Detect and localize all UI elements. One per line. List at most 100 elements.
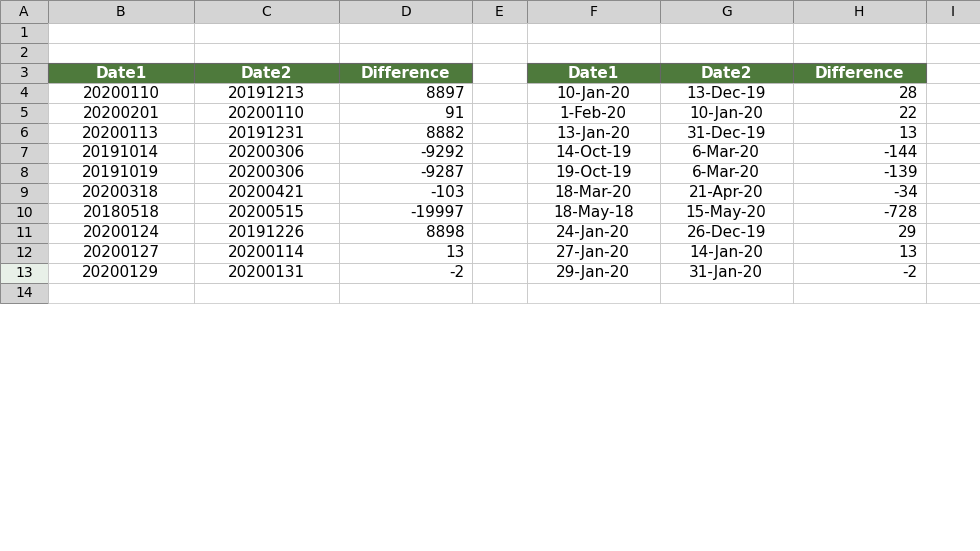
Bar xyxy=(660,83,793,103)
Text: 15-May-20: 15-May-20 xyxy=(686,206,766,220)
Text: 20191213: 20191213 xyxy=(228,85,305,100)
Text: 12: 12 xyxy=(16,246,33,260)
Text: 6-Mar-20: 6-Mar-20 xyxy=(692,165,760,181)
Bar xyxy=(472,123,526,143)
Text: 1: 1 xyxy=(20,26,28,40)
Bar xyxy=(925,163,980,183)
Text: H: H xyxy=(854,4,864,19)
Bar xyxy=(48,283,194,303)
Bar xyxy=(0,183,48,203)
Bar xyxy=(526,103,660,123)
Bar xyxy=(925,0,980,23)
Bar xyxy=(194,103,339,123)
Bar xyxy=(925,123,980,143)
Bar xyxy=(526,163,660,183)
Bar xyxy=(0,83,48,103)
Text: -728: -728 xyxy=(883,206,917,220)
Bar xyxy=(660,163,793,183)
Text: 20191019: 20191019 xyxy=(82,165,160,181)
Bar xyxy=(194,103,339,123)
Text: Date2: Date2 xyxy=(701,66,752,80)
Text: 31-Dec-19: 31-Dec-19 xyxy=(686,126,766,141)
Bar xyxy=(0,223,48,243)
Text: -144: -144 xyxy=(883,145,917,160)
Bar xyxy=(194,0,339,23)
Text: 22: 22 xyxy=(899,105,917,121)
Bar xyxy=(472,83,526,103)
Bar xyxy=(472,243,526,263)
Text: 20200318: 20200318 xyxy=(82,186,160,201)
Bar xyxy=(339,103,472,123)
Bar xyxy=(925,143,980,163)
Text: 26-Dec-19: 26-Dec-19 xyxy=(686,225,766,240)
Bar xyxy=(48,63,194,83)
Bar xyxy=(472,223,526,243)
Bar xyxy=(339,123,472,143)
Text: 6: 6 xyxy=(20,126,28,140)
Bar xyxy=(339,63,472,83)
Text: 10-Jan-20: 10-Jan-20 xyxy=(689,105,763,121)
Bar xyxy=(48,83,194,103)
Bar xyxy=(194,163,339,183)
Bar xyxy=(925,203,980,223)
Bar xyxy=(339,23,472,43)
Bar xyxy=(793,63,925,83)
Bar xyxy=(194,43,339,63)
Bar xyxy=(526,283,660,303)
Text: 14: 14 xyxy=(16,286,33,300)
Text: -139: -139 xyxy=(883,165,917,181)
Bar xyxy=(925,43,980,63)
Bar xyxy=(0,243,48,263)
Bar xyxy=(925,183,980,203)
Bar xyxy=(48,263,194,283)
Bar xyxy=(925,223,980,243)
Bar xyxy=(339,143,472,163)
Bar xyxy=(48,243,194,263)
Bar xyxy=(793,263,925,283)
Text: CHANGE DATE IN ANY FORMAT: CHANGE DATE IN ANY FORMAT xyxy=(39,386,980,440)
Bar xyxy=(48,203,194,223)
Bar xyxy=(0,203,48,223)
Bar xyxy=(339,223,472,243)
Bar xyxy=(526,243,660,263)
Bar xyxy=(0,123,48,143)
Text: 20200421: 20200421 xyxy=(228,186,305,201)
Text: 20191226: 20191226 xyxy=(228,225,305,240)
Bar xyxy=(526,143,660,163)
Bar xyxy=(48,223,194,243)
Text: 20200127: 20200127 xyxy=(82,245,160,261)
Bar xyxy=(526,223,660,243)
Text: 28: 28 xyxy=(899,85,917,100)
Text: 20191231: 20191231 xyxy=(228,126,305,141)
Bar xyxy=(526,203,660,223)
Bar xyxy=(472,283,526,303)
Text: 18-Mar-20: 18-Mar-20 xyxy=(555,186,632,201)
Bar xyxy=(526,223,660,243)
Bar xyxy=(339,183,472,203)
Bar xyxy=(48,183,194,203)
Bar xyxy=(0,143,48,163)
Bar xyxy=(526,263,660,283)
Bar xyxy=(472,23,526,43)
Bar xyxy=(793,103,925,123)
Bar xyxy=(194,183,339,203)
Bar xyxy=(194,263,339,283)
Text: D: D xyxy=(401,4,412,19)
Bar xyxy=(339,163,472,183)
Bar xyxy=(660,103,793,123)
Bar xyxy=(660,203,793,223)
Bar xyxy=(526,143,660,163)
Bar xyxy=(925,23,980,43)
Bar xyxy=(925,103,980,123)
Bar xyxy=(0,43,48,63)
Text: 7: 7 xyxy=(20,146,28,160)
Text: 5: 5 xyxy=(20,106,28,120)
Text: 20180518: 20180518 xyxy=(82,206,160,220)
Bar xyxy=(339,63,472,83)
Text: 24-Jan-20: 24-Jan-20 xyxy=(557,225,630,240)
Text: 20200201: 20200201 xyxy=(82,105,160,121)
Bar xyxy=(660,223,793,243)
Bar xyxy=(48,263,194,283)
Bar xyxy=(793,163,925,183)
Text: 20200110: 20200110 xyxy=(228,105,305,121)
